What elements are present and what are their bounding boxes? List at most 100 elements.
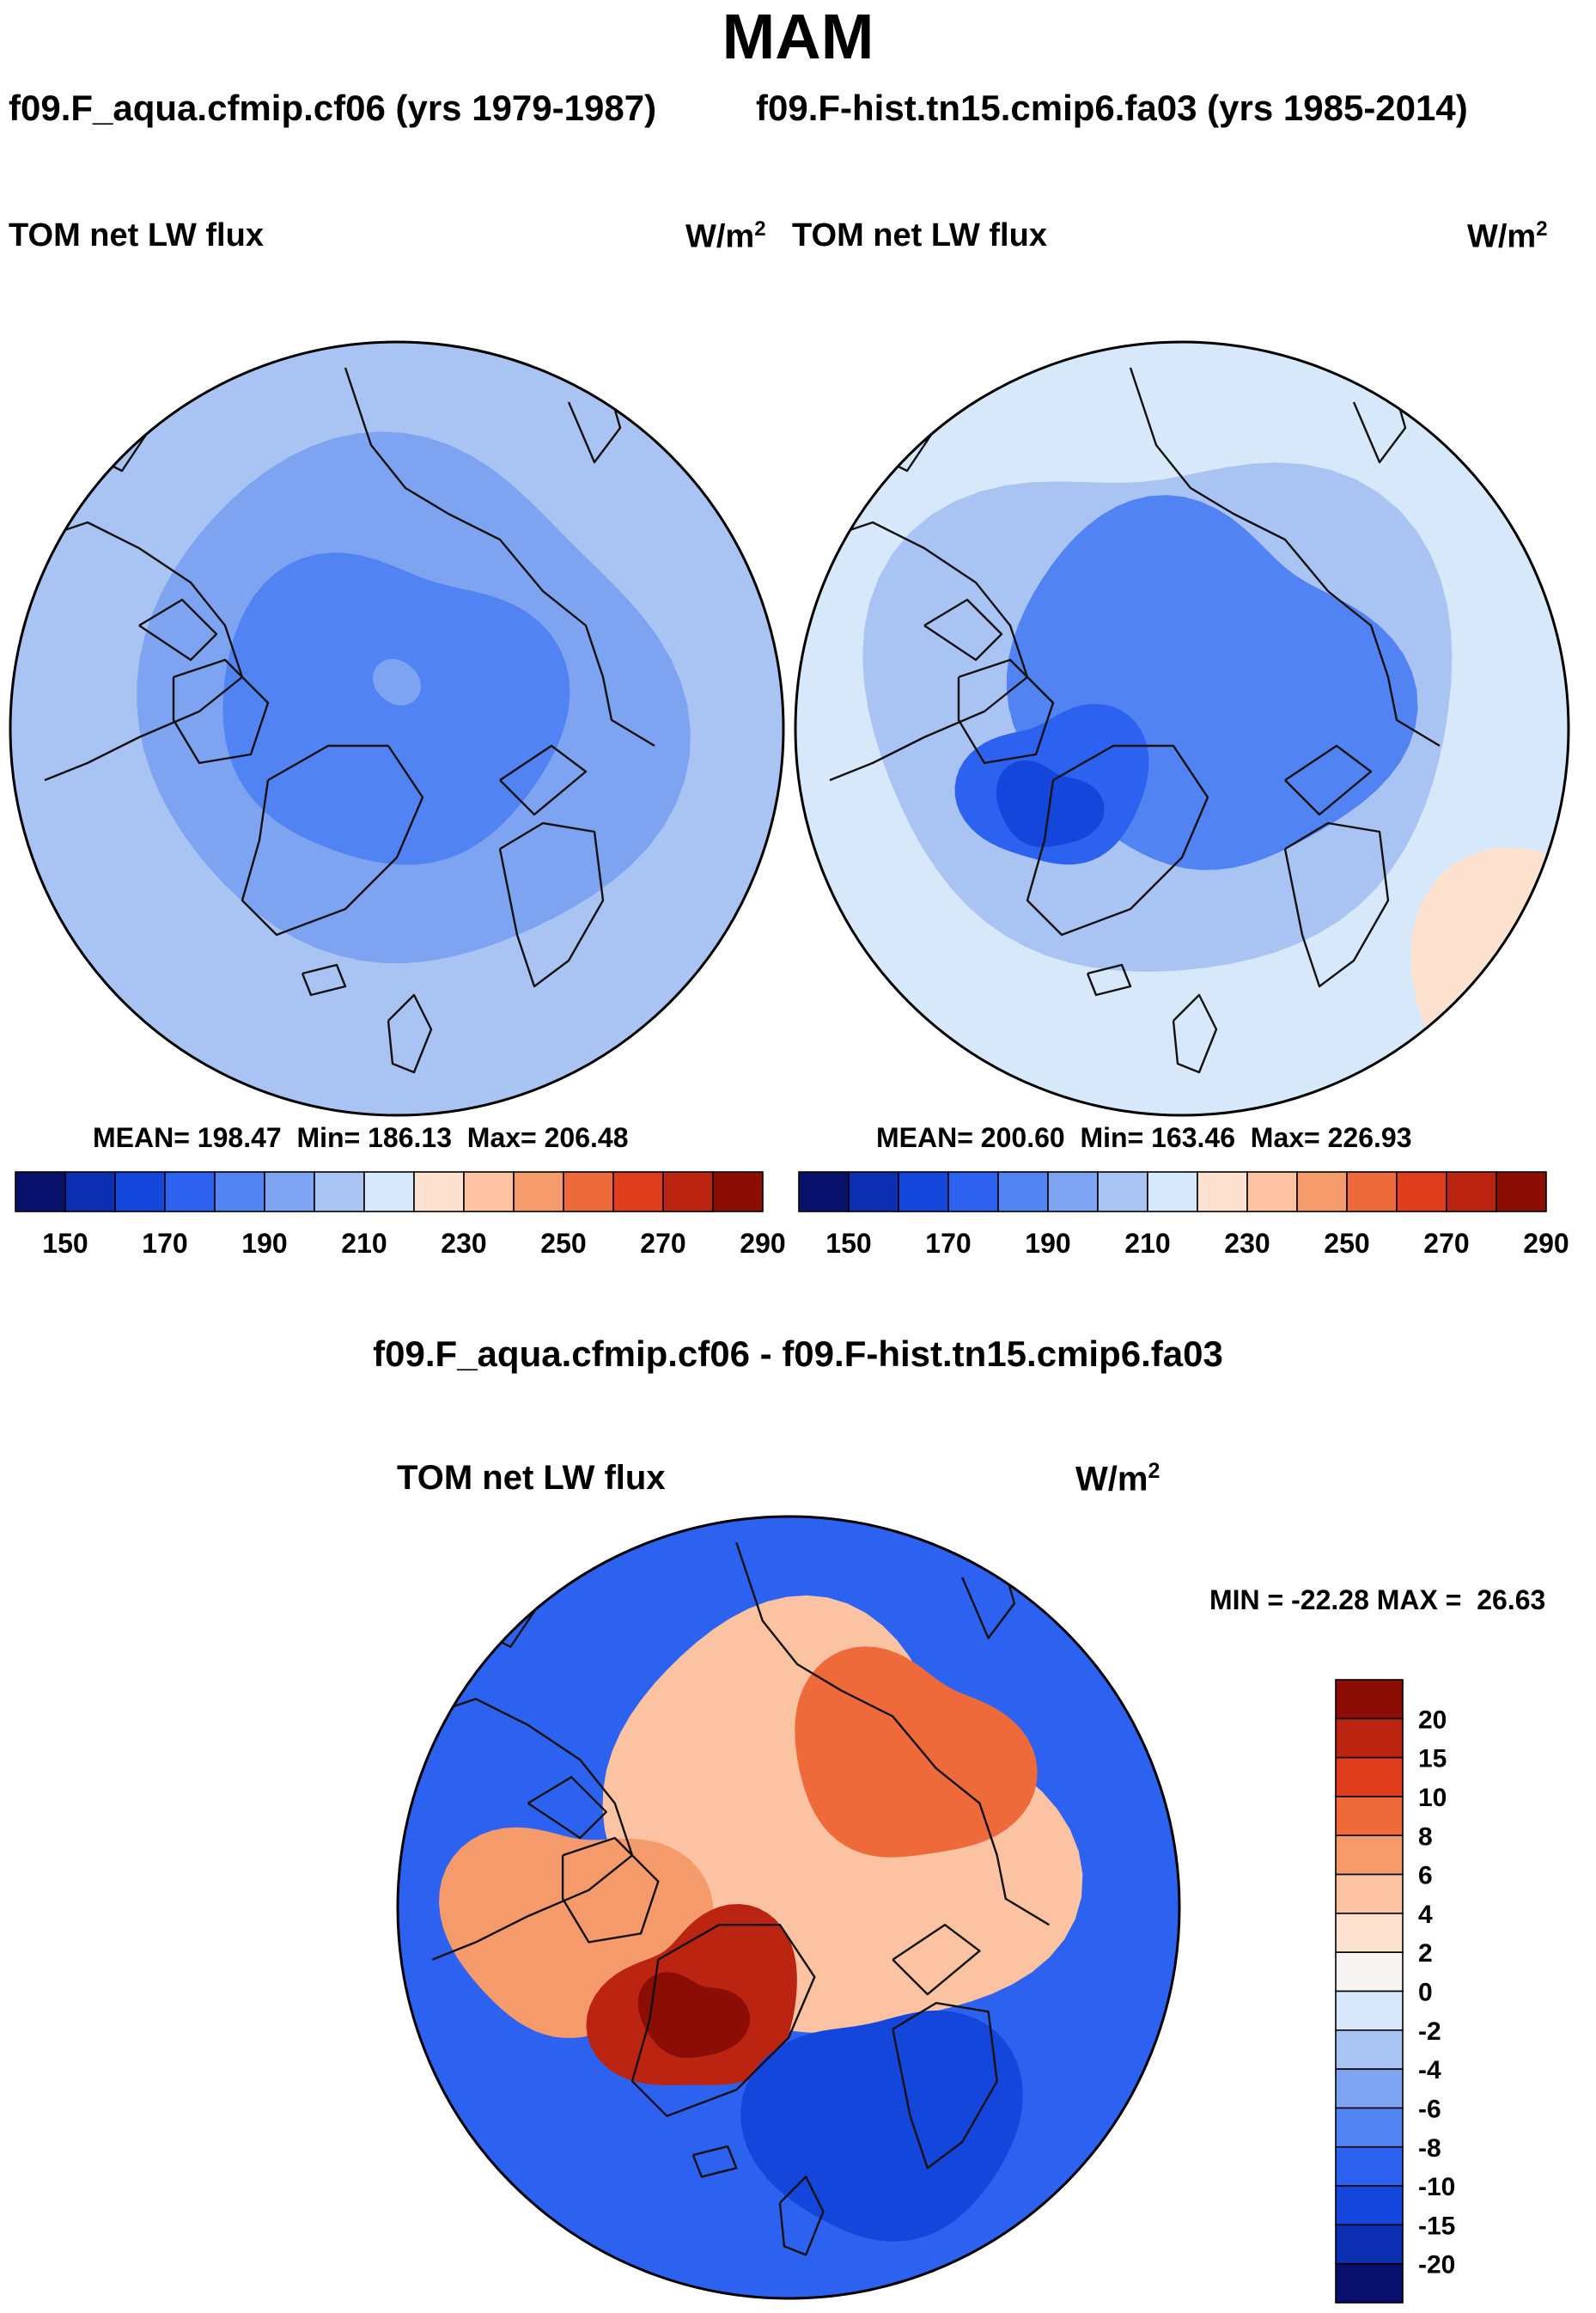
panel1-colorbar-tick-label: 250 [540,1228,586,1259]
panel1-colorbar-swatch [15,1171,66,1212]
panel1-colorbar-tick-label: 290 [740,1228,785,1259]
diff-units-exp: 2 [1148,1459,1160,1483]
panel1-coastline-0 [35,521,244,782]
panel2-colorbar-tick-label: 250 [1324,1228,1369,1259]
diff-colorbar-tick-label: 4 [1418,1901,1433,1929]
panel2-colorbar-tick-label: 290 [1523,1228,1569,1259]
panel2-colorbar-swatch [898,1171,949,1212]
diff-colorbar-swatch [1335,1796,1404,1837]
panel2-case-title: f09.F-hist.tn15.cmip6.fa03 (yrs 1985-201… [756,88,1468,128]
panel2-colorbar-swatch [1097,1171,1148,1212]
panel1-map [10,342,783,1115]
diff-colorbar-tick-label: 15 [1418,1745,1447,1773]
panel1-units-exp: 2 [754,217,766,241]
panel1-colorbar-swatch [363,1171,415,1212]
panel1-colorbar-swatch [563,1171,614,1212]
panel2-colorbar-swatch [1446,1171,1497,1212]
diff-title: f09.F_aqua.cfmip.cf06 - f09.F-hist.tn15.… [373,1333,1223,1374]
panel2-colorbar-swatch [1197,1171,1248,1212]
panel1-coastline-4 [344,367,655,748]
panel1-colorbar-tick-label: 230 [441,1228,486,1259]
diff-variable-label: TOM net LW flux [397,1459,666,1497]
page-title: MAM [722,1,874,72]
panel2-coastline-4 [1129,367,1441,748]
panel1-stats: MEAN= 198.47 Min= 186.13 Max= 206.48 [93,1122,629,1153]
panel1-colorbar-swatch [264,1171,315,1212]
diff-units-label: W/m2 [1075,1459,1160,1497]
panel2-colorbar-swatch [1296,1171,1348,1212]
panel2-coastline-7 [1086,963,1132,997]
diff-colorbar-swatch [1335,2029,1404,2070]
diff-colorbar-swatch [1335,1756,1404,1797]
diff-colorbar-swatch [1335,1990,1404,2031]
panel2-colorbar-swatch [1396,1171,1447,1212]
panel1-coastline-8 [499,744,588,816]
panel2-colorbar-swatch [997,1171,1049,1212]
panel2-colorbar-tick-label: 230 [1224,1228,1270,1259]
diff-colorbar-tick-label: -15 [1418,2212,1455,2240]
panel2-colorbar-tick-label: 210 [1124,1228,1170,1259]
diff-colorbar-swatch [1335,2145,1404,2187]
diff-colorbar-tick-label: -2 [1418,2017,1441,2046]
panel2-colorbar-tick-label: 170 [925,1228,971,1259]
panel1-coastline-6 [387,993,433,1074]
panel1-colorbar-tick-label: 270 [640,1228,685,1259]
panel2-region-outer-east [1410,847,1569,1107]
panel1-coastline-5 [498,821,605,988]
panel1-region-polar-spot [373,659,421,705]
diff-colorbar-swatch [1335,2068,1404,2109]
panel1-colorbar-tick-label: 210 [341,1228,387,1259]
panel1-colorbar-swatch [164,1171,216,1212]
diff-colorbar-swatch [1335,1718,1404,1759]
panel2-colorbar-swatch [1346,1171,1398,1212]
panel1-units: W/m [685,218,755,255]
panel2-colorbar-swatch [1047,1171,1099,1212]
diff-colorbar-swatch [1335,2262,1404,2304]
panel1-coastline-2 [172,658,270,765]
panel3-map [398,1517,1179,2298]
panel3-region-greenland-core [637,1972,750,2059]
panel1-units-label: W/m2 [685,219,766,253]
panel1-coastline-7 [301,963,347,997]
panel3-region-siberia [795,1646,1038,1858]
panel1-colorbar-tick-label: 170 [142,1228,187,1259]
panel3-coastline-1 [630,1924,816,2117]
diff-colorbar-swatch [1335,2224,1404,2265]
diff-colorbar-tick-label: 2 [1418,1939,1433,1968]
diff-colorbar-swatch [1335,2107,1404,2148]
panel1-colorbar-swatch [662,1171,714,1212]
panel1-colorbar-swatch [463,1171,515,1212]
panel2-coastline-6 [1172,993,1218,1074]
panel2-colorbar-swatch [1246,1171,1298,1212]
diff-colorbar-swatch [1335,1951,1404,1993]
panel2-map [795,342,1569,1115]
panel2-units-label: W/m2 [1467,219,1548,253]
panel1-colorbar-swatch [314,1171,365,1212]
panel3-coastline-2 [561,1836,660,1944]
panel3-coastline-0 [423,1698,634,1961]
panel3-region-north-atlantic [740,2010,1023,2242]
panel2-coastline-8 [1284,744,1373,816]
panel1-region-arctic-core [222,552,570,865]
diff-colorbar-tick-label: -6 [1418,2095,1441,2123]
panel1-colorbar-swatch [114,1171,166,1212]
diff-colorbar-swatch [1335,2185,1404,2226]
diff-colorbar-swatch [1335,1873,1404,1914]
panel1-map-border [9,340,785,1117]
panel2-coastline-3 [923,598,1003,662]
panel2-colorbar-tick-label: 150 [825,1228,871,1259]
diff-colorbar-tick-label: 20 [1418,1706,1447,1734]
diff-colorbar-swatch [1335,1913,1404,1953]
panel1-colorbar-swatch [413,1171,465,1212]
panel2-map-border [794,340,1570,1117]
panel2-colorbar-tick-label: 190 [1025,1228,1070,1259]
panel2-colorbar-tick-label: 270 [1423,1228,1469,1259]
panel1-colorbar-swatch [214,1171,265,1212]
diff-colorbar-tick-label: 10 [1418,1784,1447,1812]
panel1-colorbar-tick-label: 190 [241,1228,287,1259]
diff-colorbar-swatch [1335,1834,1404,1876]
panel1-colorbar-tick-label: 150 [42,1228,88,1259]
panel3-coastline-4 [735,1541,1050,1926]
panel2-colorbar-swatch [1495,1171,1547,1212]
